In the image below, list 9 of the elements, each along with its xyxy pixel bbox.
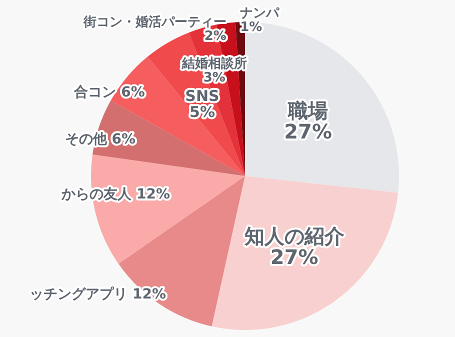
slice-label: ナンパ: [240, 6, 280, 21]
slice-label: 職場: [287, 98, 328, 122]
slice-label: SNS: [185, 86, 220, 105]
data-label: 2%: [204, 28, 226, 44]
slice-label: 街コン・婚活パーティー: [82, 14, 226, 30]
data-label: 5%: [190, 102, 216, 121]
slice-label: 合コン 6%: [73, 84, 145, 100]
data-label: 3%: [203, 70, 226, 86]
slice-label: からの友人 12%: [60, 186, 170, 202]
